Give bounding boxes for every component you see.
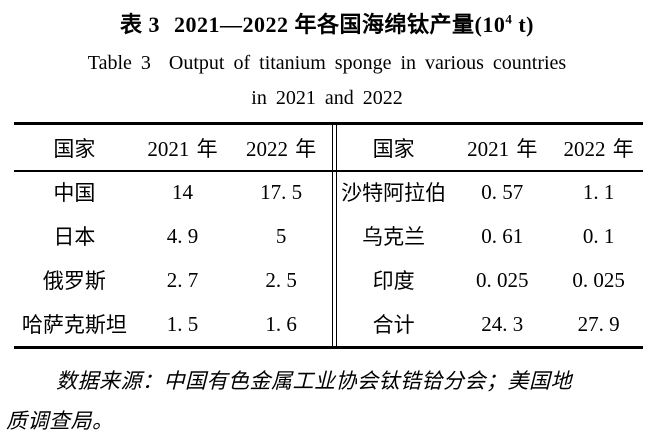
table-row-total: 合计 24. 3 27. 9 <box>337 302 643 346</box>
table-row-japan: 日本 4. 9 5 <box>14 214 332 258</box>
cell-country: 日本 <box>53 225 96 249</box>
cell-2022-value: 2. 5 <box>265 267 297 292</box>
table-row-russia: 俄罗斯 2. 7 2. 5 <box>14 258 332 302</box>
cell-2021-value: 0. 025 <box>475 267 529 292</box>
cell-country: 沙特阿拉伯 <box>341 181 447 205</box>
table-caption-en-label: Table 3 <box>87 52 151 74</box>
cell-2021-value: 4. 9 <box>166 223 199 248</box>
cell-2022-value: 5 <box>275 223 287 248</box>
table-header-row: 国家 2021 年 2022 年 <box>14 125 332 170</box>
column-header-2021: 2021 年 <box>467 136 538 161</box>
table-row-kazakhstan: 哈萨克斯坦 1. 5 1. 6 <box>14 302 332 346</box>
column-header-country: 国家 <box>372 136 415 161</box>
cell-country: 俄罗斯 <box>42 269 106 293</box>
cell-country: 哈萨克斯坦 <box>21 313 127 337</box>
cell-2021-value: 1. 5 <box>166 311 199 336</box>
cell-2022-value: 0. 1 <box>582 223 615 248</box>
subtable-left: 国家 2021 年 2022 年 中国 14 17. 5 日本 4. 9 5 俄… <box>14 125 332 346</box>
cell-2021-value: 2. 7 <box>166 267 199 292</box>
column-header-2022: 2022 年 <box>563 136 634 161</box>
table-caption-zh-label: 表 3 <box>120 12 161 37</box>
cell-2022-value: 17. 5 <box>260 179 303 204</box>
header-rule-line <box>14 170 643 172</box>
column-header-country: 国家 <box>53 136 96 161</box>
table-row-saudi-arabia: 沙特阿拉伯 0. 57 1. 1 <box>337 170 643 214</box>
cell-country: 中国 <box>53 181 96 205</box>
cell-2021-value: 14 <box>172 179 194 204</box>
cell-2022-value: 1. 6 <box>265 311 297 336</box>
cell-2022-value: 27. 9 <box>577 311 620 336</box>
cell-2022-value: 1. 1 <box>582 179 615 204</box>
table-header-row: 国家 2021 年 2022 年 <box>337 125 643 170</box>
table-caption-zh: 表 3 2021—2022 年各国海绵钛产量(104 t) <box>0 0 654 38</box>
table-caption-zh-unit: t) <box>512 12 534 37</box>
data-table: 国家 2021 年 2022 年 中国 14 17. 5 日本 4. 9 5 俄… <box>14 122 643 349</box>
cell-country: 合计 <box>372 313 415 337</box>
table-caption-en-line2: in 2021 and 2022 <box>251 87 403 109</box>
cell-2021-value: 24. 3 <box>481 311 524 336</box>
data-source-note-line1: 数据来源：中国有色金属工业协会钛锆铪分会；美国地 <box>56 369 572 393</box>
column-header-2022: 2022 年 <box>245 136 317 161</box>
data-source-note: 数据来源：中国有色金属工业协会钛锆铪分会；美国地 质调查局。 <box>6 361 646 441</box>
table-row-india: 印度 0. 025 0. 025 <box>337 258 643 302</box>
cell-country: 乌克兰 <box>362 225 426 249</box>
column-header-2021: 2021 年 <box>147 136 218 161</box>
table-caption-zh-main: 2021—2022 年各国海绵钛产量(10 <box>174 12 506 37</box>
data-source-note-line2: 质调查局。 <box>6 409 114 433</box>
cell-2021-value: 0. 61 <box>481 223 524 248</box>
cell-2021-value: 0. 57 <box>481 179 524 204</box>
subtable-right: 国家 2021 年 2022 年 沙特阿拉伯 0. 57 1. 1 乌克兰 0.… <box>337 125 643 346</box>
table-caption-en: Table 3 Output of titanium sponge in vari… <box>0 51 654 75</box>
cell-2022-value: 0. 025 <box>572 267 625 292</box>
cell-country: 印度 <box>372 269 415 293</box>
table-caption-en-text: Output of titanium sponge in various cou… <box>168 52 567 74</box>
table-row-ukraine: 乌克兰 0. 61 0. 1 <box>337 214 643 258</box>
table-row-china: 中国 14 17. 5 <box>14 170 332 214</box>
table-caption-zh-superscript: 4 <box>505 11 513 27</box>
double-divider-line <box>332 125 337 346</box>
